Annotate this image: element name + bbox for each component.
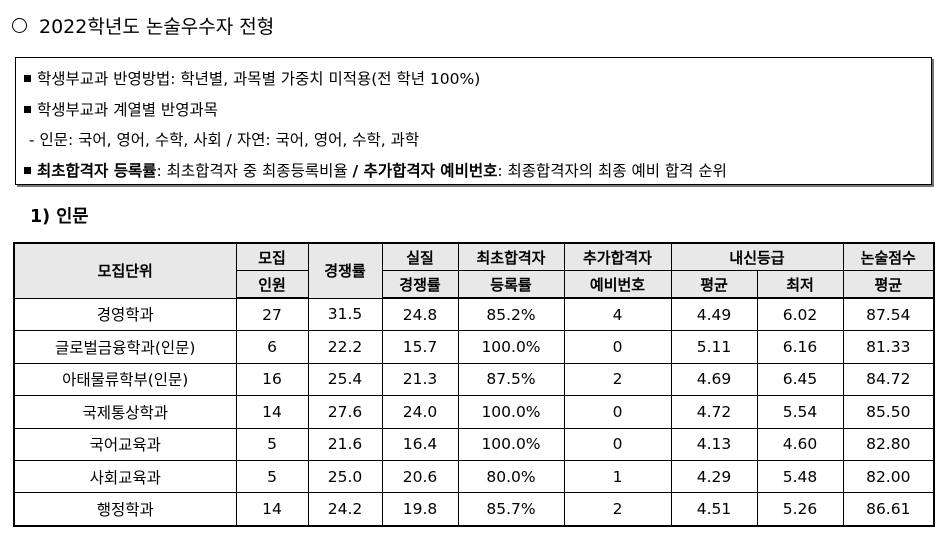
table-row: 국제통상학과 14 27.6 24.0 100.0% 0 4.72 5.54 85.50 [13,395,935,429]
table-row: 행정학과 14 24.2 19.8 85.7% 2 4.51 5.26 86.61 [13,492,935,527]
note-line-3: - 인문: 국어, 영어, 수학, 사회 / 자연: 국어, 영어, 수학, 과… [24,131,420,149]
header-essay-top: 논술점수 [842,242,935,271]
header-grade-min: 최저 [756,270,844,299]
note-line-4: 최초합격자 등록률: 최초합격자 중 최종등록비율 / 추가합격자 예비번호: … [24,156,931,187]
header-essay-bottom: 평균 [842,270,935,299]
table-row: 국어교육과 5 21.6 16.4 100.0% 0 4.13 4.60 82.80 [13,427,935,461]
table-row: 아태물류학부(인문) 16 25.4 21.3 87.5% 2 4.69 6.45 84.72 [13,362,935,397]
section-title-text: 2022학년도 논술우수자 전형 [39,15,275,38]
term-waitlist-number: 추가합격자 예비번호 [358,161,498,180]
header-reg-bottom: 등록률 [457,270,565,299]
sub-heading: 1) 인문 [30,207,89,227]
header-unit: 모집단위 [13,242,237,299]
table-row: 글로벌금융학과(인문) 6 22.2 15.7 100.0% 0 5.11 6.16 81.33 [13,330,935,364]
note-line-1: 학생부교과 반영방법: 학년별, 과목별 가중치 미적용(전 학년 100%) [24,64,931,95]
section-title: 2022학년도 논술우수자 전형 [10,8,274,42]
results-table: 모집단위 모집 경쟁률 실질 최초합격자 추가합격자 내신등급 논술점수 인원 … [13,242,936,527]
header-wait-top: 추가합격자 [563,242,672,271]
square-bullet-icon [24,105,31,113]
header-quota-bottom: 인원 [235,270,309,299]
table-row: 사회교육과 5 25.0 20.6 80.0% 1 4.29 5.48 82.00 [13,459,935,494]
header-wait-bottom: 예비번호 [563,270,672,299]
term-registration-rate: 최초합격자 등록률 [37,161,157,180]
notes-box: 학생부교과 반영방법: 학년별, 과목별 가중치 미적용(전 학년 100%) … [15,57,932,185]
header-grade: 내신등급 [670,242,844,271]
header-real-bottom: 경쟁률 [381,270,459,299]
header-reg-top: 최초합격자 [457,242,565,271]
square-bullet-icon [24,75,31,82]
table-row: 경영학과 27 31.5 24.8 85.2% 4 4.49 6.02 87.54 [13,297,935,332]
note-line-2: 학생부교과 계열별 반영과목 [24,95,931,126]
circle-bullet-icon [12,17,27,33]
square-bullet-icon [24,166,31,174]
header-quota-top: 모집 [235,242,309,271]
header-grade-avg: 평균 [670,270,758,299]
header-competition: 경쟁률 [307,242,383,299]
header-real-top: 실질 [381,242,459,271]
